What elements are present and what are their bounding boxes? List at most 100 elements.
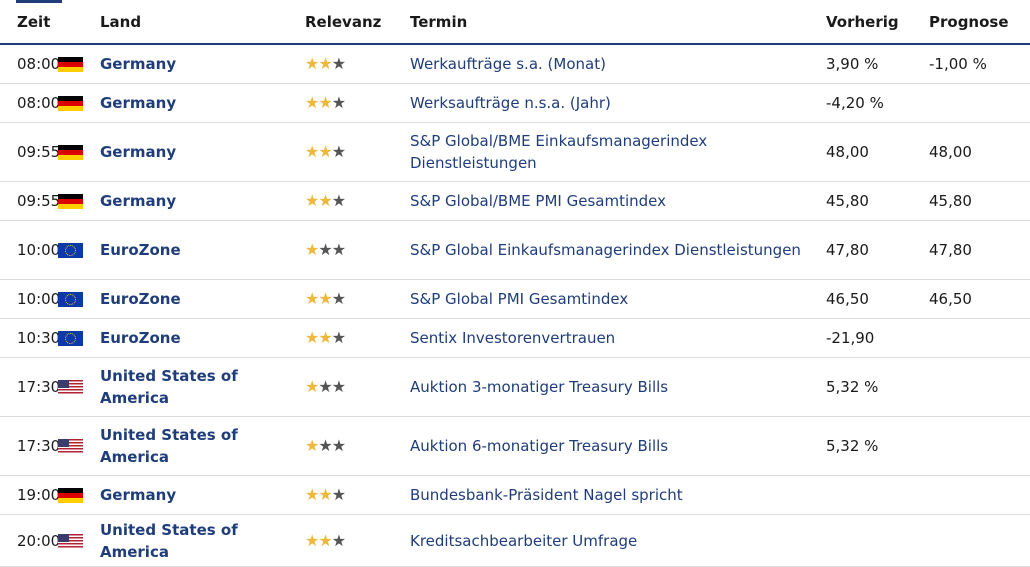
- event-link[interactable]: S&P Global/BME Einkaufsmanagerindex Dien…: [410, 122, 826, 182]
- forecast-value: [929, 357, 1030, 417]
- forecast-value: 46,50: [929, 279, 1030, 319]
- country-link[interactable]: Germany: [100, 475, 305, 515]
- relevance-cell: ★★★: [305, 318, 410, 358]
- table-row[interactable]: 10:00 EuroZone ★★★ S&P Global PMI Gesamtind…: [0, 279, 1030, 319]
- column-header-zeit[interactable]: Zeit: [0, 0, 58, 45]
- event-link[interactable]: Werksaufträge n.s.a. (Jahr): [410, 83, 826, 123]
- previous-value: [826, 475, 929, 515]
- previous-value: 3,90 %: [826, 44, 929, 84]
- table-row[interactable]: 19:00 Germany ★★★ Bundesbank-Präsident Nage…: [0, 475, 1030, 515]
- event-link[interactable]: Auktion 6-monatiger Treasury Bills: [410, 416, 826, 476]
- eu-flag-icon: [58, 292, 83, 307]
- relevance-stars: ★★★: [305, 289, 346, 308]
- star-filled-icon: ★: [318, 93, 332, 112]
- star-filled-icon: ★: [318, 289, 332, 308]
- country-link[interactable]: United States of America: [100, 416, 305, 476]
- time-cell: 17:30: [0, 416, 60, 476]
- previous-value: 5,32 %: [826, 416, 929, 476]
- event-link[interactable]: Auktion 3-monatiger Treasury Bills: [410, 357, 826, 417]
- relevance-stars: ★★★: [305, 436, 346, 455]
- table-row[interactable]: 17:30 United States of America ★★★ Auktion …: [0, 416, 1030, 476]
- event-link[interactable]: S&P Global Einkaufsmanagerindex Dienstle…: [410, 220, 826, 280]
- table-row[interactable]: 10:30 EuroZone ★★★ Sentix Investorenvertrau…: [0, 318, 1030, 358]
- time-cell: 17:30: [0, 357, 60, 417]
- country-link[interactable]: United States of America: [100, 357, 305, 417]
- time-cell: 10:00: [0, 220, 60, 280]
- star-filled-icon: ★: [318, 54, 332, 73]
- flag-cell: [58, 416, 100, 476]
- relevance-cell: ★★★: [305, 279, 410, 319]
- event-link[interactable]: Bundesbank-Präsident Nagel spricht: [410, 475, 826, 515]
- flag-cell: [58, 83, 100, 123]
- flag-cell: [58, 220, 100, 280]
- time-cell: 10:30: [0, 318, 60, 358]
- relevance-cell: ★★★: [305, 475, 410, 515]
- country-link[interactable]: EuroZone: [100, 220, 305, 280]
- table-row[interactable]: 09:55 Germany ★★★ S&P Global/BME PMI Gesamt…: [0, 181, 1030, 221]
- forecast-value: 47,80: [929, 220, 1030, 280]
- column-header-flag: [58, 0, 100, 45]
- relevance-cell: ★★★: [305, 357, 410, 417]
- relevance-cell: ★★★: [305, 220, 410, 280]
- country-link[interactable]: Germany: [100, 83, 305, 123]
- table-row[interactable]: 08:00 Germany ★★★ Werksaufträge n.s.a. (Jah…: [0, 83, 1030, 123]
- country-link[interactable]: EuroZone: [100, 279, 305, 319]
- forecast-value: [929, 83, 1030, 123]
- flag-cell: [58, 357, 100, 417]
- time-cell: 08:00: [0, 44, 60, 84]
- star-filled-icon: ★: [305, 485, 319, 504]
- table-row[interactable]: 09:55 Germany ★★★ S&P Global/BME Einkaufsma…: [0, 122, 1030, 182]
- star-filled-icon: ★: [305, 240, 319, 259]
- star-empty-icon: ★: [318, 240, 332, 259]
- star-empty-icon: ★: [331, 485, 346, 504]
- table-row[interactable]: 08:00 Germany ★★★ Werkaufträge s.a. (Monat)…: [0, 44, 1030, 84]
- time-cell: 09:55: [0, 181, 60, 221]
- event-link[interactable]: S&P Global/BME PMI Gesamtindex: [410, 181, 826, 221]
- relevance-stars: ★★★: [305, 93, 346, 112]
- us-flag-icon: [58, 533, 83, 549]
- star-empty-icon: ★: [331, 142, 346, 161]
- event-link[interactable]: Werkaufträge s.a. (Monat): [410, 44, 826, 84]
- forecast-value: [929, 416, 1030, 476]
- relevance-cell: ★★★: [305, 83, 410, 123]
- forecast-value: [929, 475, 1030, 515]
- time-cell: 19:00: [0, 475, 60, 515]
- column-header-termin[interactable]: Termin: [410, 0, 826, 45]
- star-empty-icon: ★: [331, 54, 346, 73]
- column-header-relevanz[interactable]: Relevanz: [305, 0, 410, 45]
- table-row[interactable]: 20:00 United States of America ★★★ Kreditsa…: [0, 514, 1030, 567]
- star-filled-icon: ★: [318, 485, 332, 504]
- event-link[interactable]: Sentix Investorenvertrauen: [410, 318, 826, 358]
- country-link[interactable]: Germany: [100, 122, 305, 182]
- germany-flag-icon: [58, 194, 83, 209]
- country-link[interactable]: Germany: [100, 181, 305, 221]
- previous-value: 5,32 %: [826, 357, 929, 417]
- event-link[interactable]: S&P Global PMI Gesamtindex: [410, 279, 826, 319]
- germany-flag-icon: [58, 145, 83, 160]
- country-link[interactable]: EuroZone: [100, 318, 305, 358]
- relevance-stars: ★★★: [305, 328, 346, 347]
- flag-cell: [58, 44, 100, 84]
- country-link[interactable]: United States of America: [100, 514, 305, 567]
- event-link[interactable]: Kreditsachbearbeiter Umfrage: [410, 514, 826, 567]
- germany-flag-icon: [58, 488, 83, 503]
- table-row[interactable]: 17:30 United States of America ★★★ Auktion …: [0, 357, 1030, 417]
- table-row[interactable]: 10:00 EuroZone ★★★ S&P Global Einkaufsmanag…: [0, 220, 1030, 280]
- germany-flag-icon: [58, 96, 83, 111]
- relevance-stars: ★★★: [305, 54, 346, 73]
- column-header-prognose[interactable]: Prognose: [929, 0, 1030, 45]
- previous-value: 45,80: [826, 181, 929, 221]
- relevance-stars: ★★★: [305, 530, 346, 550]
- star-empty-icon: ★: [331, 191, 346, 210]
- previous-value: -21,90: [826, 318, 929, 358]
- column-header-vorherig[interactable]: Vorherig: [826, 0, 929, 45]
- star-empty-icon: ★: [331, 93, 346, 112]
- column-header-land[interactable]: Land: [100, 0, 305, 45]
- country-link[interactable]: Germany: [100, 44, 305, 84]
- forecast-value: [929, 514, 1030, 567]
- star-filled-icon: ★: [305, 530, 319, 550]
- relevance-stars: ★★★: [305, 377, 346, 396]
- relevance-stars: ★★★: [305, 485, 346, 504]
